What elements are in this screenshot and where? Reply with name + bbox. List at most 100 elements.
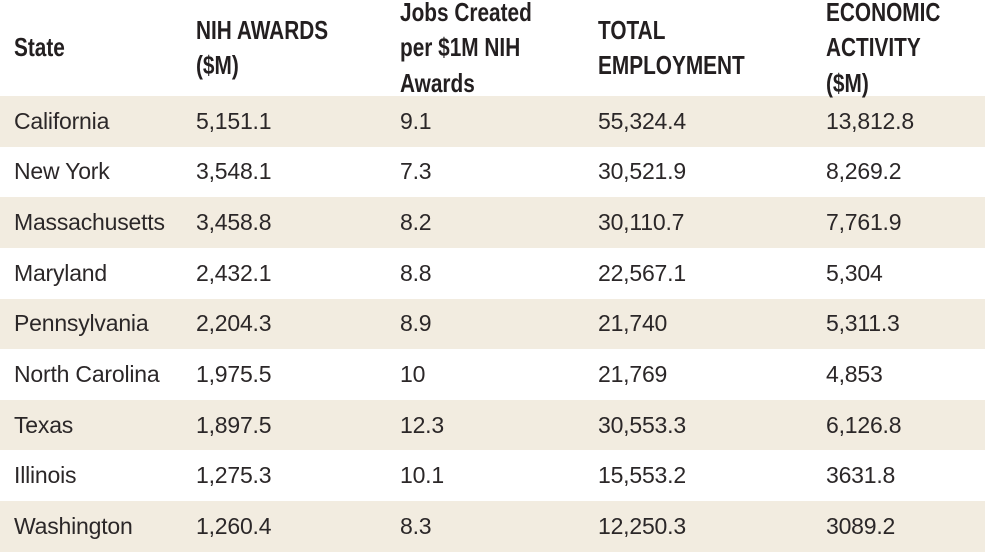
table-header-row: State NIH AWARDS ($M) Jobs Created per $…	[0, 0, 985, 98]
header-label-economic-activity: ECONOMIC ACTIVITY ($M)	[826, 0, 941, 98]
value-cell: 3,458.8	[196, 209, 400, 236]
cell-text: 5,304	[826, 259, 883, 286]
value-cell: 1,897.5	[196, 412, 400, 439]
cell-text: Illinois	[14, 462, 77, 489]
value-cell: 3,548.1	[196, 158, 400, 185]
value-cell: 8.8	[400, 260, 598, 287]
nih-awards-impact-table: State NIH AWARDS ($M) Jobs Created per $…	[0, 0, 985, 552]
cell-text: 3,548.1	[196, 158, 272, 185]
table-row: North Carolina 1,975.5 10 21,769 4,853	[0, 349, 985, 400]
header-cell-total-employment: TOTAL EMPLOYMENT	[598, 0, 826, 96]
cell-text: 3631.8	[826, 462, 896, 489]
value-cell: 30,521.9	[598, 158, 826, 185]
value-cell: 5,151.1	[196, 108, 400, 135]
value-cell: 21,769	[598, 361, 826, 388]
cell-text: 10.1	[400, 462, 444, 489]
cell-text: North Carolina	[14, 361, 160, 388]
value-cell: 1,260.4	[196, 513, 400, 540]
cell-text: 7.3	[400, 158, 432, 185]
cell-text: Washington	[14, 512, 133, 539]
header-label-nih-awards: NIH AWARDS ($M)	[196, 14, 329, 80]
cell-text: 30,521.9	[598, 158, 686, 185]
cell-text: California	[14, 107, 110, 134]
cell-text: 1,975.5	[196, 361, 272, 388]
value-cell: 8.9	[400, 310, 598, 337]
value-cell: 2,204.3	[196, 310, 400, 337]
value-cell: 1,275.3	[196, 462, 400, 489]
state-cell: Illinois	[0, 462, 196, 489]
cell-text: 5,311.3	[826, 310, 900, 337]
value-cell: 5,304	[826, 260, 985, 287]
table-row: California 5,151.1 9.1 55,324.4 13,812.8	[0, 96, 985, 147]
value-cell: 4,853	[826, 361, 985, 388]
cell-text: 7,761.9	[826, 209, 902, 236]
header-cell-jobs-per-1m: Jobs Created per $1M NIH Awards	[400, 0, 598, 98]
state-cell: New York	[0, 158, 196, 185]
value-cell: 10	[400, 361, 598, 388]
value-cell: 15,553.2	[598, 462, 826, 489]
cell-text: Pennsylvania	[14, 310, 149, 337]
cell-text: 30,110.7	[598, 209, 685, 236]
cell-text: 22,567.1	[598, 259, 686, 286]
table-row: Texas 1,897.5 12.3 30,553.3 6,126.8	[0, 399, 985, 451]
cell-text: 10	[400, 361, 426, 388]
cell-text: 8.2	[400, 209, 432, 236]
value-cell: 3089.2	[826, 513, 985, 540]
cell-text: 2,204.3	[196, 310, 272, 337]
value-cell: 7,761.9	[826, 209, 985, 236]
table-row: Pennsylvania 2,204.3 8.9 21,740 5,311.3	[0, 298, 985, 350]
cell-text: 12,250.3	[598, 512, 686, 539]
cell-text: 8.3	[400, 512, 432, 539]
value-cell: 21,740	[598, 310, 826, 337]
table-body: California 5,151.1 9.1 55,324.4 13,812.8 New …	[0, 96, 985, 552]
cell-text: Massachusetts	[14, 209, 165, 236]
value-cell: 8.3	[400, 513, 598, 540]
state-cell: California	[0, 108, 196, 135]
value-cell: 30,553.3	[598, 412, 826, 439]
cell-text: 1,897.5	[196, 411, 272, 438]
cell-text: 13,812.8	[826, 107, 914, 134]
cell-text: Texas	[14, 411, 74, 438]
header-label-state: State	[14, 32, 65, 63]
cell-text: Maryland	[14, 259, 107, 286]
header-label-total-employment: TOTAL EMPLOYMENT	[598, 14, 745, 80]
value-cell: 7.3	[400, 158, 598, 185]
cell-text: 1,275.3	[196, 462, 272, 489]
cell-text: 15,553.2	[598, 462, 686, 489]
header-cell-economic-activity: ECONOMIC ACTIVITY ($M)	[826, 0, 985, 98]
cell-text: 4,853	[826, 361, 883, 388]
state-cell: Pennsylvania	[0, 310, 196, 337]
value-cell: 1,975.5	[196, 361, 400, 388]
cell-text: 3,458.8	[196, 209, 272, 236]
cell-text: 5,151.1	[196, 107, 272, 134]
state-cell: Maryland	[0, 260, 196, 287]
value-cell: 9.1	[400, 108, 598, 135]
state-cell: Massachusetts	[0, 209, 196, 236]
cell-text: 21,769	[598, 361, 668, 388]
header-cell-nih-awards: NIH AWARDS ($M)	[196, 0, 400, 96]
state-cell: North Carolina	[0, 361, 196, 388]
value-cell: 30,110.7	[598, 209, 826, 236]
cell-text: 8.8	[400, 259, 432, 286]
value-cell: 8,269.2	[826, 158, 985, 185]
value-cell: 3631.8	[826, 462, 985, 489]
value-cell: 10.1	[400, 462, 598, 489]
header-label-jobs-per-1m: Jobs Created per $1M NIH Awards	[400, 0, 532, 98]
table-row: Massachusetts 3,458.8 8.2 30,110.7 7,761.9	[0, 197, 985, 248]
table-row: Washington 1,260.4 8.3 12,250.3 3089.2	[0, 501, 985, 552]
value-cell: 6,126.8	[826, 412, 985, 439]
cell-text: 55,324.4	[598, 107, 686, 134]
cell-text: 9.1	[400, 107, 432, 134]
value-cell: 22,567.1	[598, 260, 826, 287]
cell-text: New York	[14, 158, 110, 185]
value-cell: 13,812.8	[826, 108, 985, 135]
header-cell-state: State	[0, 0, 196, 96]
cell-text: 6,126.8	[826, 411, 902, 438]
value-cell: 8.2	[400, 209, 598, 236]
value-cell: 2,432.1	[196, 260, 400, 287]
table-row: Illinois 1,275.3 10.1 15,553.2 3631.8	[0, 450, 985, 501]
cell-text: 21,740	[598, 310, 668, 337]
state-cell: Texas	[0, 412, 196, 439]
cell-text: 8,269.2	[826, 158, 902, 185]
value-cell: 12,250.3	[598, 513, 826, 540]
